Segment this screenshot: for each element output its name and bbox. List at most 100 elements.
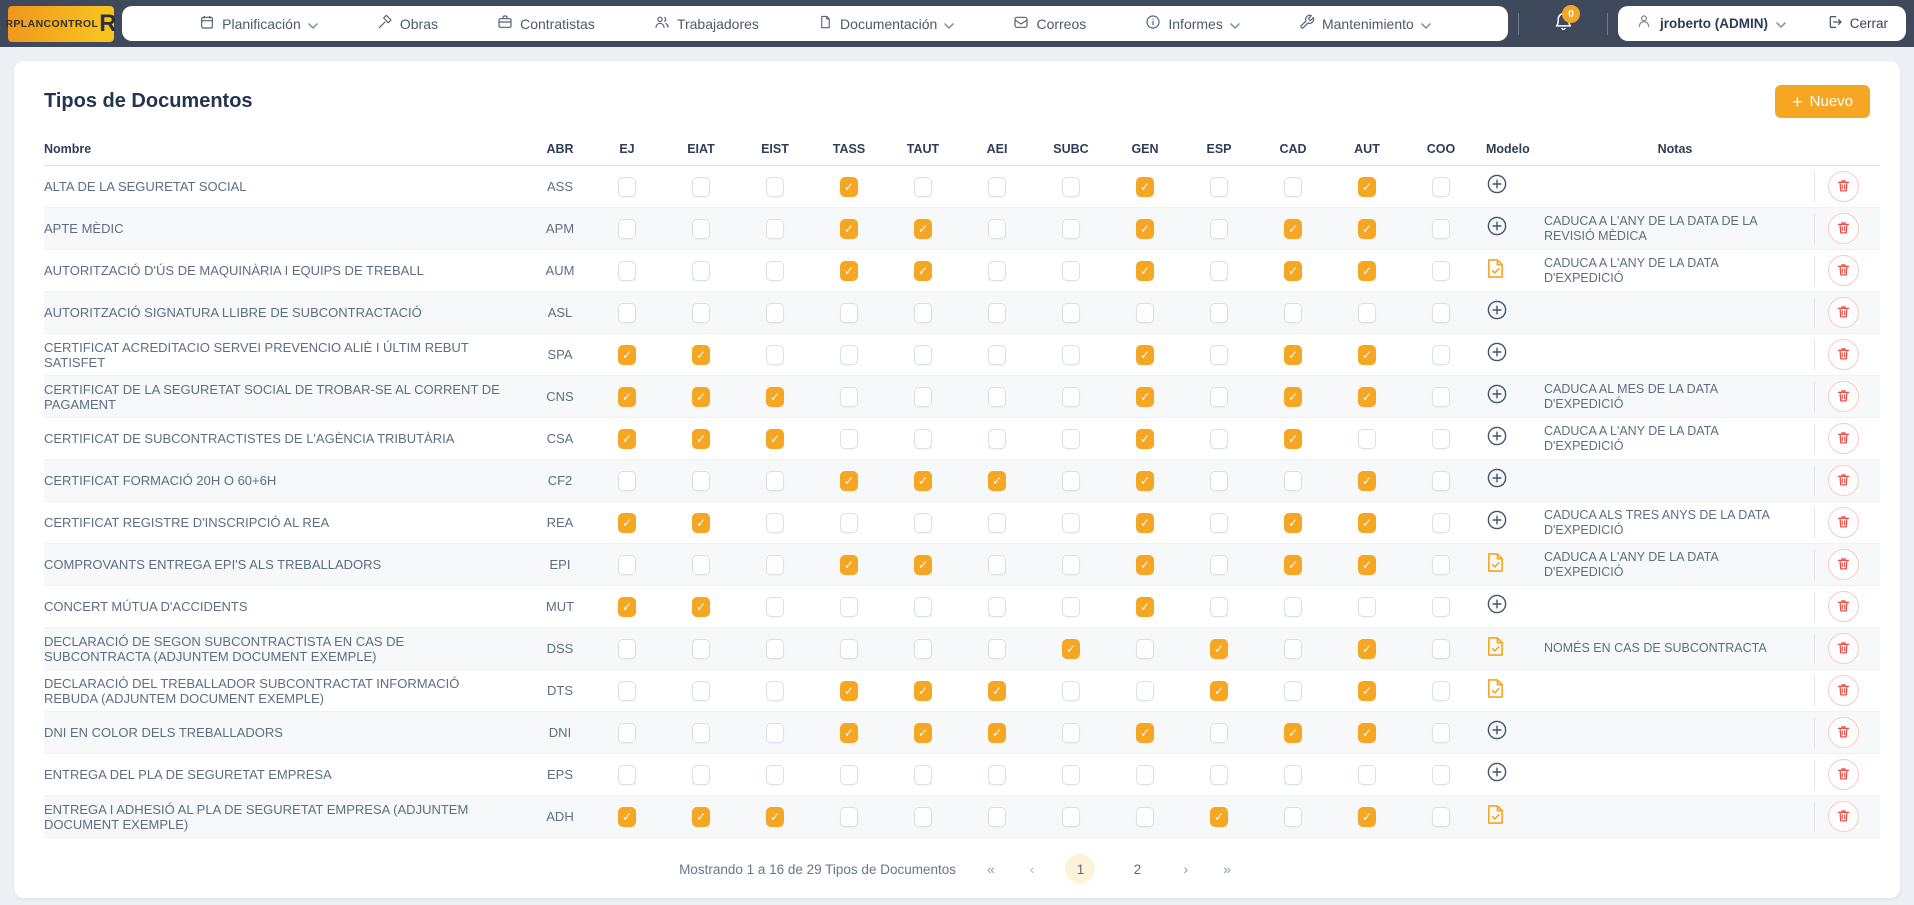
model-file-icon[interactable] xyxy=(1486,636,1505,657)
checkbox-esp[interactable] xyxy=(1210,302,1228,323)
checkbox-eist[interactable] xyxy=(766,680,784,701)
checkbox-eiat[interactable] xyxy=(692,638,710,659)
checkbox-gen[interactable] xyxy=(1136,344,1154,365)
checkbox-aut[interactable] xyxy=(1358,680,1376,701)
checkbox-coo[interactable] xyxy=(1432,218,1450,239)
pagination-prev-button[interactable]: ‹ xyxy=(1026,859,1039,879)
checkbox-subc[interactable] xyxy=(1062,596,1080,617)
checkbox-subc[interactable] xyxy=(1062,764,1080,785)
checkbox-eist[interactable] xyxy=(766,638,784,659)
checkbox-eiat[interactable] xyxy=(692,176,710,197)
checkbox-gen[interactable] xyxy=(1136,176,1154,197)
checkbox-gen[interactable] xyxy=(1136,386,1154,407)
delete-button[interactable] xyxy=(1827,717,1859,748)
checkbox-aei[interactable] xyxy=(988,386,1006,407)
checkbox-taut[interactable] xyxy=(914,218,932,239)
checkbox-tass[interactable] xyxy=(840,428,858,449)
logout-button[interactable]: Cerrar xyxy=(1827,14,1888,33)
checkbox-aei[interactable] xyxy=(988,596,1006,617)
delete-button[interactable] xyxy=(1827,591,1859,622)
checkbox-eist[interactable] xyxy=(766,428,784,449)
checkbox-ej[interactable] xyxy=(618,512,636,533)
checkbox-ej[interactable] xyxy=(618,806,636,827)
checkbox-gen[interactable] xyxy=(1136,428,1154,449)
nav-item-contratistas[interactable]: Contratistas xyxy=(497,14,595,33)
checkbox-eiat[interactable] xyxy=(692,470,710,491)
checkbox-subc[interactable] xyxy=(1062,470,1080,491)
delete-button[interactable] xyxy=(1827,213,1859,244)
checkbox-gen[interactable] xyxy=(1136,470,1154,491)
nav-item-trabajadores[interactable]: Trabajadores xyxy=(654,14,759,33)
checkbox-tass[interactable] xyxy=(840,218,858,239)
checkbox-aut[interactable] xyxy=(1358,470,1376,491)
checkbox-eiat[interactable] xyxy=(692,806,710,827)
checkbox-taut[interactable] xyxy=(914,764,932,785)
checkbox-coo[interactable] xyxy=(1432,428,1450,449)
checkbox-aei[interactable] xyxy=(988,218,1006,239)
checkbox-cad[interactable] xyxy=(1284,764,1302,785)
checkbox-tass[interactable] xyxy=(840,806,858,827)
checkbox-aut[interactable] xyxy=(1358,638,1376,659)
checkbox-gen[interactable] xyxy=(1136,638,1154,659)
checkbox-ej[interactable] xyxy=(618,764,636,785)
checkbox-taut[interactable] xyxy=(914,806,932,827)
checkbox-coo[interactable] xyxy=(1432,344,1450,365)
checkbox-subc[interactable] xyxy=(1062,638,1080,659)
add-model-icon[interactable] xyxy=(1486,341,1508,363)
checkbox-tass[interactable] xyxy=(840,764,858,785)
checkbox-aut[interactable] xyxy=(1358,176,1376,197)
checkbox-ej[interactable] xyxy=(618,470,636,491)
pagination-first-button[interactable]: « xyxy=(983,859,999,879)
checkbox-cad[interactable] xyxy=(1284,512,1302,533)
checkbox-gen[interactable] xyxy=(1136,260,1154,281)
checkbox-ej[interactable] xyxy=(618,344,636,365)
add-model-icon[interactable] xyxy=(1486,467,1508,489)
delete-button[interactable] xyxy=(1827,675,1859,706)
checkbox-ej[interactable] xyxy=(618,722,636,743)
checkbox-coo[interactable] xyxy=(1432,596,1450,617)
checkbox-aei[interactable] xyxy=(988,470,1006,491)
new-document-type-button[interactable]: + Nuevo xyxy=(1775,85,1870,118)
pagination-page-2[interactable]: 2 xyxy=(1133,861,1142,877)
add-model-icon[interactable] xyxy=(1486,425,1508,447)
checkbox-eist[interactable] xyxy=(766,764,784,785)
add-model-icon[interactable] xyxy=(1486,761,1508,783)
delete-button[interactable] xyxy=(1827,255,1859,286)
checkbox-ej[interactable] xyxy=(618,428,636,449)
checkbox-eist[interactable] xyxy=(766,596,784,617)
checkbox-esp[interactable] xyxy=(1210,512,1228,533)
add-model-icon[interactable] xyxy=(1486,719,1508,741)
checkbox-taut[interactable] xyxy=(914,344,932,365)
checkbox-aei[interactable] xyxy=(988,176,1006,197)
delete-button[interactable] xyxy=(1827,423,1859,454)
checkbox-tass[interactable] xyxy=(840,638,858,659)
checkbox-eist[interactable] xyxy=(766,512,784,533)
checkbox-cad[interactable] xyxy=(1284,428,1302,449)
checkbox-cad[interactable] xyxy=(1284,806,1302,827)
checkbox-aut[interactable] xyxy=(1358,512,1376,533)
checkbox-subc[interactable] xyxy=(1062,680,1080,701)
checkbox-subc[interactable] xyxy=(1062,806,1080,827)
checkbox-coo[interactable] xyxy=(1432,806,1450,827)
add-model-icon[interactable] xyxy=(1486,173,1508,195)
checkbox-coo[interactable] xyxy=(1432,764,1450,785)
notifications-button[interactable]: 0 xyxy=(1551,4,1580,36)
checkbox-eiat[interactable] xyxy=(692,344,710,365)
checkbox-tass[interactable] xyxy=(840,722,858,743)
checkbox-subc[interactable] xyxy=(1062,344,1080,365)
checkbox-eist[interactable] xyxy=(766,260,784,281)
delete-button[interactable] xyxy=(1827,549,1859,580)
checkbox-eist[interactable] xyxy=(766,344,784,365)
checkbox-coo[interactable] xyxy=(1432,680,1450,701)
checkbox-tass[interactable] xyxy=(840,512,858,533)
checkbox-taut[interactable] xyxy=(914,680,932,701)
checkbox-taut[interactable] xyxy=(914,176,932,197)
nav-item-correos[interactable]: Correos xyxy=(1013,14,1086,33)
checkbox-aut[interactable] xyxy=(1358,596,1376,617)
checkbox-taut[interactable] xyxy=(914,260,932,281)
checkbox-eiat[interactable] xyxy=(692,386,710,407)
checkbox-tass[interactable] xyxy=(840,470,858,491)
checkbox-esp[interactable] xyxy=(1210,806,1228,827)
checkbox-cad[interactable] xyxy=(1284,344,1302,365)
delete-button[interactable] xyxy=(1827,339,1859,370)
